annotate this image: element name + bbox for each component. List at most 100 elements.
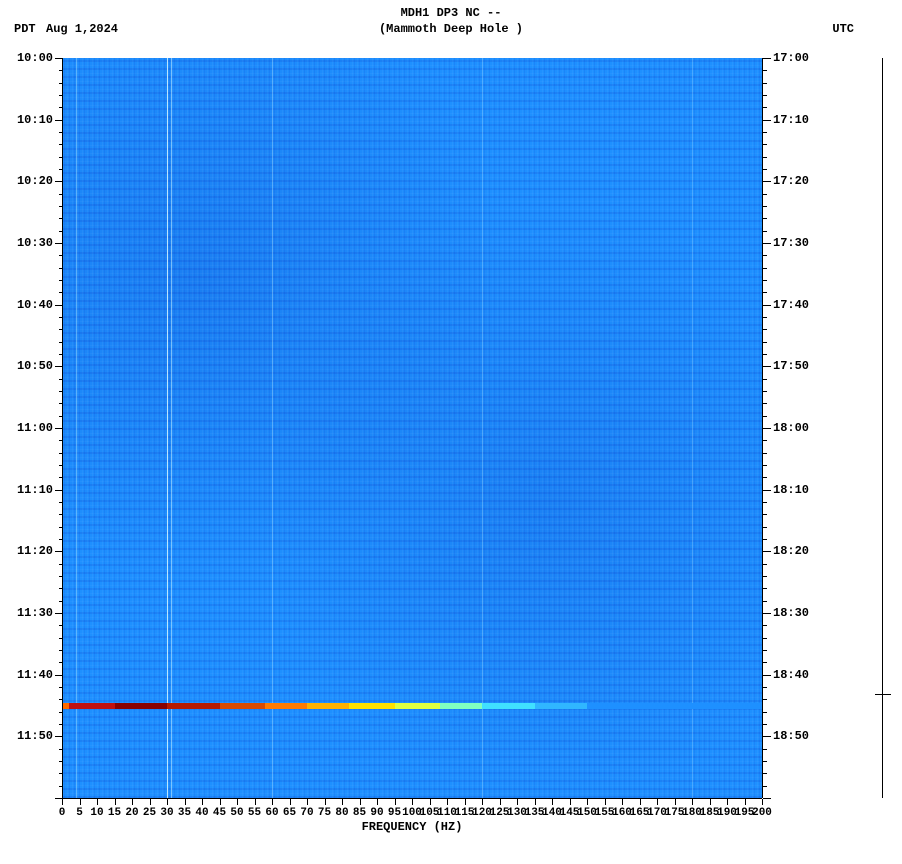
time-tick-minor xyxy=(763,724,767,725)
time-tick-minor xyxy=(59,403,63,404)
frequency-tick xyxy=(307,799,308,805)
time-tick-minor xyxy=(763,662,767,663)
time-tick-minor xyxy=(59,502,63,503)
time-tick-minor xyxy=(59,70,63,71)
frequency-tick xyxy=(150,799,151,805)
right-time-label: 17:30 xyxy=(773,236,809,250)
frequency-tick xyxy=(220,799,221,805)
spectral-line xyxy=(692,58,693,798)
frequency-tick xyxy=(80,799,81,805)
time-tick-major xyxy=(763,58,771,59)
time-tick-minor xyxy=(59,391,63,392)
frequency-tick xyxy=(325,799,326,805)
frequency-tick xyxy=(762,799,763,805)
time-tick-minor xyxy=(59,83,63,84)
frequency-tick xyxy=(185,799,186,805)
frequency-tick xyxy=(115,799,116,805)
frequency-tick xyxy=(62,799,63,805)
time-tick-minor xyxy=(763,280,767,281)
frequency-tick-label: 60 xyxy=(265,807,278,819)
left-time-axis: 10:0010:1010:2010:3010:4010:5011:0011:10… xyxy=(62,58,63,798)
time-tick-minor xyxy=(59,773,63,774)
spectral-line xyxy=(272,58,273,798)
time-tick-minor xyxy=(763,379,767,380)
left-time-label: 11:20 xyxy=(17,544,53,558)
right-time-axis: 17:0017:1017:2017:3017:4017:5018:0018:10… xyxy=(762,58,763,798)
time-tick-minor xyxy=(59,255,63,256)
frequency-tick-label: 70 xyxy=(300,807,313,819)
time-tick-minor xyxy=(763,83,767,84)
time-tick-major xyxy=(763,243,771,244)
frequency-tick-label: 20 xyxy=(125,807,138,819)
frequency-axis-title: FREQUENCY (HZ) xyxy=(62,820,762,834)
colorbar-axis xyxy=(882,58,884,798)
event-segment xyxy=(167,703,220,709)
right-time-label: 18:20 xyxy=(773,544,809,558)
page: MDH1 DP3 NC -- (Mammoth Deep Hole ) PDT … xyxy=(0,0,902,864)
time-tick-minor xyxy=(763,687,767,688)
time-tick-minor xyxy=(59,662,63,663)
time-tick-minor xyxy=(763,95,767,96)
frequency-tick-label: 65 xyxy=(283,807,296,819)
time-tick-major xyxy=(55,675,63,676)
frequency-axis: 0510152025303540455055606570758085909510… xyxy=(62,798,762,799)
frequency-tick xyxy=(255,799,256,805)
time-tick-minor xyxy=(763,194,767,195)
date-label: Aug 1,2024 xyxy=(46,22,118,36)
time-tick-minor xyxy=(59,292,63,293)
frequency-tick xyxy=(447,799,448,805)
spectrogram-plot xyxy=(62,58,762,798)
time-tick-major xyxy=(55,120,63,121)
time-tick-minor xyxy=(59,132,63,133)
time-tick-minor xyxy=(59,514,63,515)
event-segment xyxy=(69,703,115,709)
time-tick-minor xyxy=(763,749,767,750)
time-tick-minor xyxy=(763,268,767,269)
time-tick-minor xyxy=(59,601,63,602)
spectral-line xyxy=(167,58,168,798)
left-time-label: 11:10 xyxy=(17,483,53,497)
frequency-tick-label: 40 xyxy=(195,807,208,819)
time-tick-major xyxy=(763,490,771,491)
time-tick-major xyxy=(763,305,771,306)
frequency-tick xyxy=(710,799,711,805)
left-time-label: 10:00 xyxy=(17,51,53,65)
spectrogram-canvas xyxy=(62,58,762,798)
time-tick-major xyxy=(763,613,771,614)
time-tick-minor xyxy=(59,539,63,540)
time-tick-minor xyxy=(59,786,63,787)
frequency-tick-label: 15 xyxy=(108,807,121,819)
seismic-event-band xyxy=(62,703,762,709)
time-tick-minor xyxy=(59,527,63,528)
time-tick-minor xyxy=(59,268,63,269)
event-segment xyxy=(535,703,588,709)
time-tick-minor xyxy=(763,440,767,441)
frequency-tick xyxy=(727,799,728,805)
frequency-tick xyxy=(395,799,396,805)
frequency-tick-label: 85 xyxy=(353,807,366,819)
time-tick-minor xyxy=(763,638,767,639)
frequency-tick xyxy=(500,799,501,805)
time-tick-minor xyxy=(59,379,63,380)
time-tick-major xyxy=(763,120,771,121)
header: MDH1 DP3 NC -- (Mammoth Deep Hole ) PDT … xyxy=(0,0,902,40)
left-time-label: 10:40 xyxy=(17,298,53,312)
frequency-tick-label: 75 xyxy=(318,807,331,819)
time-tick-major xyxy=(763,798,771,799)
time-tick-minor xyxy=(59,440,63,441)
time-tick-minor xyxy=(763,502,767,503)
frequency-tick xyxy=(622,799,623,805)
frequency-tick xyxy=(202,799,203,805)
left-time-label: 11:40 xyxy=(17,668,53,682)
time-tick-minor xyxy=(59,354,63,355)
time-tick-minor xyxy=(763,761,767,762)
time-tick-minor xyxy=(763,391,767,392)
event-segment xyxy=(220,703,266,709)
frequency-tick xyxy=(132,799,133,805)
frequency-tick-label: 30 xyxy=(160,807,173,819)
left-timezone-label: PDT xyxy=(14,22,36,36)
time-tick-minor xyxy=(763,255,767,256)
time-tick-minor xyxy=(59,576,63,577)
time-tick-minor xyxy=(763,317,767,318)
time-tick-minor xyxy=(763,231,767,232)
